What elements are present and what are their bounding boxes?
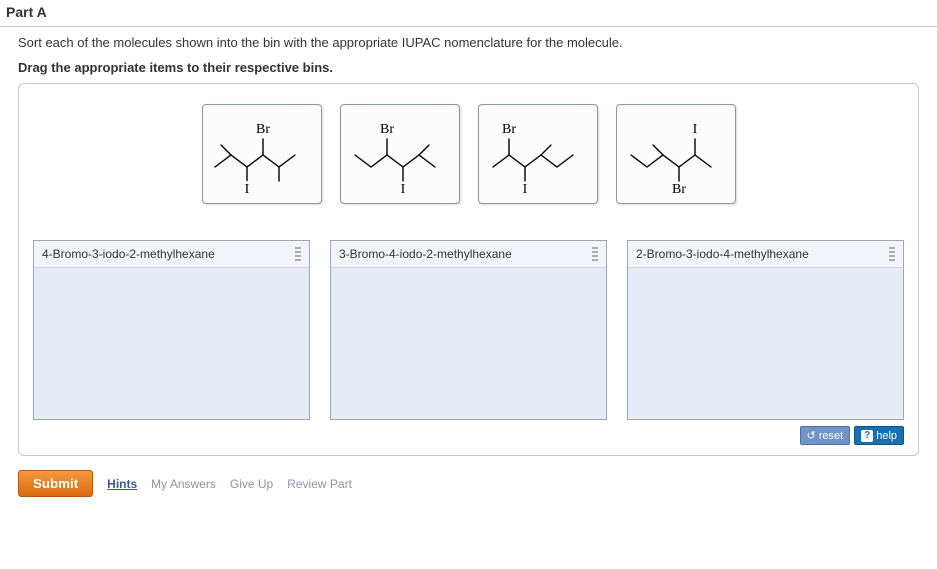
molecule-tile[interactable]: Br I (478, 104, 598, 204)
atom-label-i: I (522, 182, 527, 197)
bins-row: 4-Bromo-3-iodo-2-methylhexane 3-Bromo-4-… (33, 240, 904, 420)
drag-instruction: Drag the appropriate items to their resp… (0, 54, 937, 83)
give-up-link[interactable]: Give Up (230, 477, 273, 491)
atom-label-br: Br (380, 122, 394, 137)
bin-header: 3-Bromo-4-iodo-2-methylhexane (331, 241, 606, 268)
bin-title: 3-Bromo-4-iodo-2-methylhexane (339, 247, 512, 261)
help-label: help (876, 430, 897, 442)
bin-title: 2-Bromo-3-iodo-4-methylhexane (636, 247, 809, 261)
atom-label-i: I (244, 182, 249, 197)
atom-label-br: Br (256, 122, 270, 137)
reset-label: reset (819, 430, 843, 442)
bin-title: 4-Bromo-3-iodo-2-methylhexane (42, 247, 215, 261)
bin-header: 4-Bromo-3-iodo-2-methylhexane (34, 241, 309, 268)
drag-handle-icon[interactable] (592, 247, 598, 261)
bin-header: 2-Bromo-3-iodo-4-methylhexane (628, 241, 903, 268)
molecule-tile[interactable]: Br I (202, 104, 322, 204)
hints-link[interactable]: Hints (107, 477, 137, 491)
question-instruction: Sort each of the molecules shown into th… (0, 35, 937, 54)
controls-row: ↺ reset ? help (33, 426, 904, 445)
drag-handle-icon[interactable] (889, 247, 895, 261)
drag-handle-icon[interactable] (295, 247, 301, 261)
tiles-row: Br I (33, 104, 904, 204)
footer-row: Submit Hints My Answers Give Up Review P… (18, 470, 919, 497)
bin[interactable]: 2-Bromo-3-iodo-4-methylhexane (627, 240, 904, 420)
my-answers-link[interactable]: My Answers (151, 477, 216, 491)
part-label: Part A (0, 0, 937, 27)
work-area: Br I (18, 83, 919, 456)
reset-icon: ↺ (807, 429, 816, 442)
help-icon: ? (861, 430, 873, 442)
atom-label-i: I (400, 182, 405, 197)
submit-button[interactable]: Submit (18, 470, 93, 497)
bin[interactable]: 4-Bromo-3-iodo-2-methylhexane (33, 240, 310, 420)
molecule-tile[interactable]: Br I (340, 104, 460, 204)
molecule-tile[interactable]: I Br (616, 104, 736, 204)
reset-button[interactable]: ↺ reset (800, 426, 851, 445)
atom-label-br: Br (672, 182, 686, 197)
review-part-link[interactable]: Review Part (287, 477, 352, 491)
help-button[interactable]: ? help (854, 426, 904, 445)
atom-label-i: I (692, 122, 697, 137)
bin[interactable]: 3-Bromo-4-iodo-2-methylhexane (330, 240, 607, 420)
atom-label-br: Br (502, 122, 516, 137)
